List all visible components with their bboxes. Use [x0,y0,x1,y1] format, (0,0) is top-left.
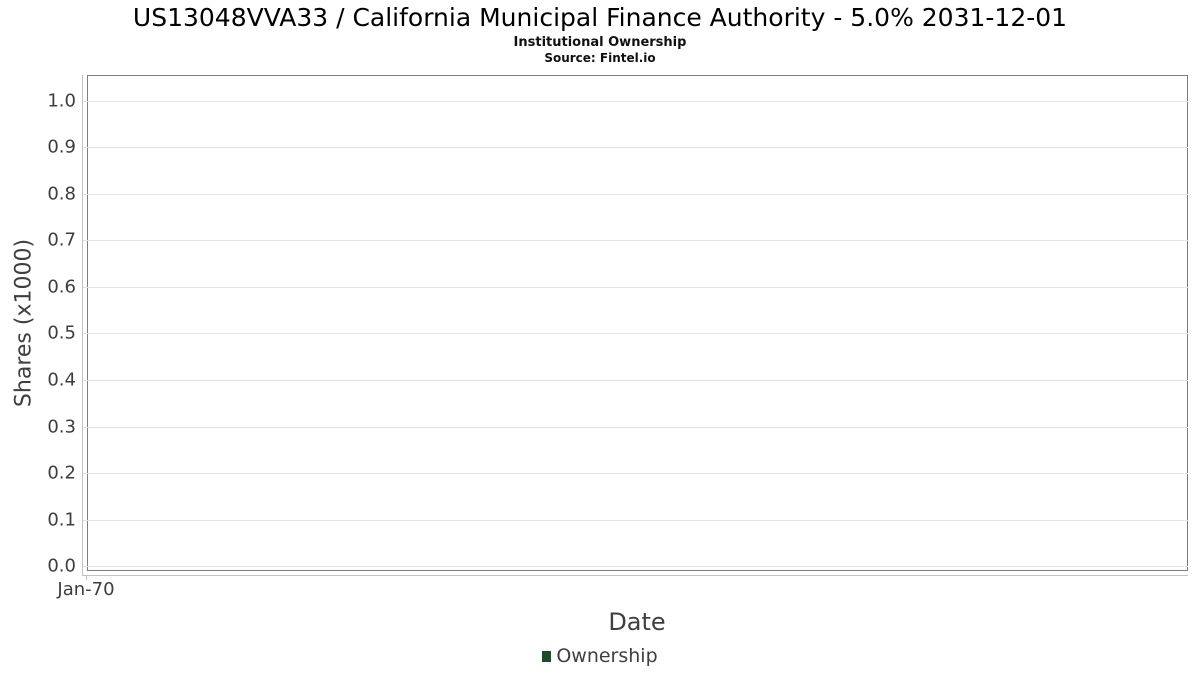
y-tick-label: 0.7 [47,229,76,251]
y-tick-label: 0.3 [47,416,76,438]
gridline [82,519,1188,521]
chart-title: US13048VVA33 / California Municipal Fina… [132,3,1068,32]
y-tick-label: 0.0 [47,555,76,577]
plot-inner [82,75,1188,580]
y-tick-label: 0.9 [47,136,76,158]
chart-source-credit: Source: Fintel.io [544,51,656,65]
y-tick-label: 0.8 [47,183,76,205]
gridline [82,473,1188,475]
y-axis-title: Shares (x1000) [11,238,37,408]
gridline [82,380,1188,382]
x-axis-rail [82,575,1188,576]
y-tick-label: 0.1 [47,509,76,531]
chart-subtitle: Institutional Ownership [513,35,687,50]
gridline [82,100,1188,102]
y-tick-labels: 0.0 0.1 0.2 0.3 0.4 0.5 0.6 0.7 0.8 0.9 1.0 [0,75,76,577]
gridline [82,426,1188,428]
x-tick-label: Jan-70 [57,579,115,600]
y-axis-rail [82,75,83,576]
y-tick-label: 0.2 [47,462,76,484]
legend-swatch-icon [542,650,552,662]
y-tick-label: 0.6 [47,276,76,298]
legend: Ownership [0,645,1200,667]
y-tick-label: 1.0 [47,90,76,112]
gridline [82,147,1188,149]
gridline [82,333,1188,335]
gridline [82,286,1188,288]
gridline [82,240,1188,242]
x-axis-title: Date [608,608,666,636]
gridline [82,193,1188,195]
gridline [82,566,1188,568]
y-tick-label: 0.5 [47,322,76,344]
y-tick-label: 0.4 [47,369,76,391]
plot-area [82,75,1188,580]
x-tick-mark [86,576,87,580]
legend-label: Ownership [556,645,658,667]
